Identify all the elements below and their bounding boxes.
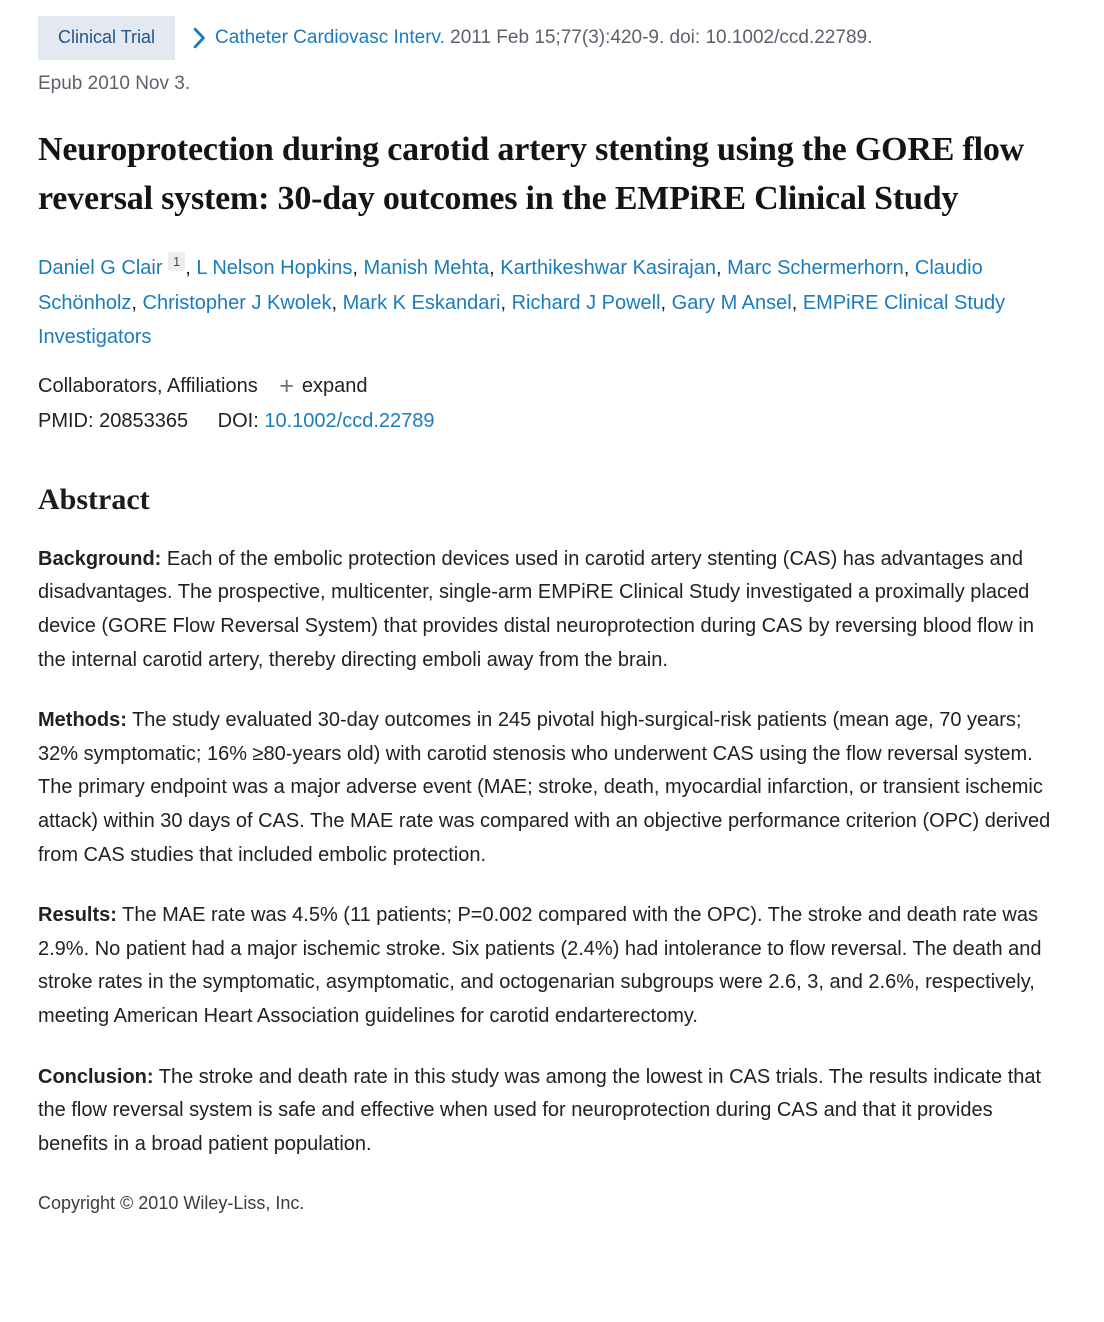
author-link[interactable]: Richard J Powell <box>511 291 661 314</box>
abstract-section-methods: Methods: The study evaluated 30-day outc… <box>38 704 1062 872</box>
author: Daniel G Clair 1 <box>38 252 186 280</box>
author: Karthikeshwar Kasirajan <box>500 257 716 279</box>
doi-label: DOI: <box>217 409 259 432</box>
author-separator: , <box>500 291 512 314</box>
section-label: Methods: <box>38 709 127 732</box>
author-link[interactable]: Marc Schermerhorn <box>727 257 904 280</box>
journal-link[interactable]: Catheter Cardiovasc Interv. <box>215 26 445 48</box>
author-separator: , <box>715 257 728 280</box>
epub-text: Epub 2010 Nov 3. <box>38 72 191 94</box>
author-link[interactable]: Manish Mehta <box>363 257 490 280</box>
author-separator: , <box>791 291 803 314</box>
author-separator: , <box>185 257 197 280</box>
author: Richard J Powell <box>512 292 661 314</box>
author-separator: , <box>331 291 343 314</box>
citation-text-wrap: Catheter Cardiovasc Interv. 2011 Feb 15;… <box>215 23 872 53</box>
section-text: The MAE rate was 4.5% (11 patients; P=0.… <box>38 904 1042 1027</box>
section-label: Conclusion: <box>38 1065 154 1088</box>
author: Marc Schermerhorn <box>727 257 904 279</box>
author: Claudio Schönholz <box>38 257 983 314</box>
author: L Nelson Hopkins <box>196 257 352 279</box>
doi-link[interactable]: 10.1002/ccd.22789 <box>264 409 435 432</box>
plus-icon: + <box>279 371 294 400</box>
author-affiliation-sup[interactable]: 1 <box>168 252 186 272</box>
section-label: Background: <box>38 547 162 570</box>
author-link[interactable]: Daniel G Clair <box>38 257 163 280</box>
section-text: The stroke and death rate in this study … <box>38 1065 1042 1155</box>
author-link[interactable]: Claudio Schönholz <box>38 257 983 314</box>
author: Gary M Ansel <box>672 292 792 314</box>
author: Christopher J Kwolek <box>143 292 332 314</box>
collaborators-row: Collaborators, Affiliations + expand <box>38 372 1062 401</box>
pmid-group: PMID: 20853365 <box>38 410 194 432</box>
copyright-text: Copyright © 2010 Wiley-Liss, Inc. <box>38 1193 305 1214</box>
author-link[interactable]: Christopher J Kwolek <box>142 291 332 314</box>
abstract-section-background: Background: Each of the embolic protecti… <box>38 543 1062 677</box>
publication-type-badge: Clinical Trial <box>38 16 176 60</box>
author-link[interactable]: L Nelson Hopkins <box>196 257 353 280</box>
expand-button[interactable]: + expand <box>279 372 367 401</box>
identifiers-row: PMID: 20853365 DOI: 10.1002/ccd.22789 <box>38 410 1062 433</box>
collaborators-label: Collaborators, Affiliations <box>38 374 258 397</box>
abstract-heading: Abstract <box>38 482 150 516</box>
author-separator: , <box>903 257 915 280</box>
author-link[interactable]: Gary M Ansel <box>671 291 792 314</box>
pmid-value: 20853365 <box>99 409 189 432</box>
author-link[interactable]: Karthikeshwar Kasirajan <box>500 257 716 280</box>
citation-header: Clinical Trial Catheter Cardiovasc Inter… <box>38 16 1062 99</box>
article-page: Clinical Trial Catheter Cardiovasc Inter… <box>38 16 1062 1214</box>
section-text: Each of the embolic protection devices u… <box>38 547 1034 671</box>
abstract-section-conclusion: Conclusion: The stroke and death rate in… <box>38 1061 1062 1162</box>
author-separator: , <box>660 291 672 314</box>
author-separator: , <box>352 257 364 280</box>
doi-group: DOI: 10.1002/ccd.22789 <box>218 410 435 432</box>
author: EMPiRE Clinical Study Investigators <box>38 292 1005 349</box>
author: Mark K Eskandari <box>343 292 501 314</box>
citation-line: Clinical Trial Catheter Cardiovasc Inter… <box>38 16 1062 60</box>
pmid-label: PMID: <box>38 409 94 432</box>
authors-list: Daniel G Clair 1, L Nelson Hopkins, Mani… <box>38 251 1062 355</box>
author-separator: , <box>489 257 501 280</box>
citation-text: 2011 Feb 15;77(3):420-9. doi: 10.1002/cc… <box>450 26 873 48</box>
section-label: Results: <box>38 904 117 927</box>
author-link[interactable]: EMPiRE Clinical Study Investigators <box>38 291 1006 349</box>
expand-label: expand <box>301 374 368 397</box>
author-link[interactable]: Mark K Eskandari <box>342 291 501 314</box>
chevron-right-icon <box>192 27 206 49</box>
section-text: The study evaluated 30-day outcomes in 2… <box>38 709 1051 866</box>
page-title: Neuroprotection during carotid artery st… <box>38 131 1024 218</box>
abstract-section-results: Results: The MAE rate was 4.5% (11 patie… <box>38 899 1062 1033</box>
author-separator: , <box>131 291 143 314</box>
author: Manish Mehta <box>364 257 490 279</box>
